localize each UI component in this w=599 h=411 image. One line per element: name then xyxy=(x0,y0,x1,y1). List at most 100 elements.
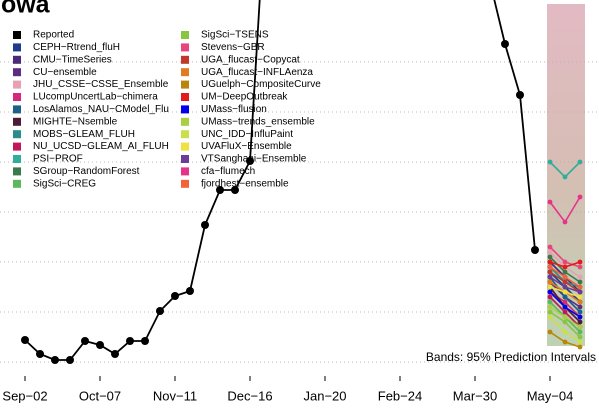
legend-label: fjordhest−ensemble xyxy=(201,178,289,189)
data-point xyxy=(562,269,568,275)
data-point xyxy=(562,339,568,345)
data-point xyxy=(577,309,583,315)
legend-label: UGA_flucast−Copycat xyxy=(201,54,300,65)
legend-label: SGroup−RandomForest xyxy=(33,166,140,177)
data-point xyxy=(577,324,583,330)
data-point xyxy=(562,259,568,265)
legend-swatch xyxy=(181,80,189,89)
legend-swatch xyxy=(13,167,21,176)
legend-swatch xyxy=(13,80,21,89)
data-point xyxy=(51,356,59,364)
x-tick-label: Nov−11 xyxy=(153,388,197,403)
data-point xyxy=(516,91,524,99)
legend-swatch xyxy=(181,117,189,126)
data-point xyxy=(547,269,553,275)
legend-swatch xyxy=(13,117,21,126)
legend-swatch xyxy=(181,55,189,64)
legend-label: SigSci−TSENS xyxy=(201,30,269,41)
legend-swatch xyxy=(181,167,189,176)
data-point xyxy=(547,289,553,295)
data-point xyxy=(156,307,164,315)
data-point xyxy=(562,219,568,225)
data-point xyxy=(501,40,509,48)
legend-label: Reported xyxy=(33,30,74,41)
data-point xyxy=(562,289,568,295)
data-point xyxy=(577,284,583,290)
data-point xyxy=(201,221,209,229)
data-point xyxy=(547,254,553,260)
legend-swatch xyxy=(181,105,189,114)
data-point xyxy=(562,174,568,180)
legend-swatch xyxy=(181,142,189,151)
data-point xyxy=(547,159,553,165)
legend-label: UGA_flucast−INFLAenza xyxy=(201,67,313,78)
data-point xyxy=(577,339,583,345)
x-tick-label: Mar−30 xyxy=(453,388,497,403)
legend-label: CEPH−Rtrend_fluH xyxy=(33,42,120,53)
legend-label: UMass−flusion xyxy=(201,104,267,115)
chart-title: Iowa xyxy=(0,0,51,19)
data-point xyxy=(81,337,89,345)
legend-swatch xyxy=(13,105,21,114)
series-line xyxy=(24,0,536,361)
legend-label: Stevens−GBR xyxy=(201,42,265,53)
legend-swatch xyxy=(181,93,189,101)
data-point xyxy=(547,329,553,335)
data-point xyxy=(577,334,583,340)
plot-area xyxy=(21,0,583,364)
x-tick-label: Sep−02 xyxy=(2,388,47,403)
legend-label: JHU_CSSE−CSSE_Ensemble xyxy=(33,79,169,90)
data-point xyxy=(171,292,179,300)
data-point xyxy=(96,341,104,349)
data-point xyxy=(547,304,553,310)
data-point xyxy=(577,194,583,200)
data-point xyxy=(577,344,583,350)
legend-label: UGuelph−CompositeCurve xyxy=(201,79,321,90)
legend-label: CU−ensemble xyxy=(33,67,97,78)
data-point xyxy=(547,199,553,205)
data-point xyxy=(531,246,539,254)
legend-label: NU_UCSD−GLEAM_AI_FLUH xyxy=(33,141,169,152)
legend-swatch xyxy=(181,68,189,77)
data-point xyxy=(66,356,74,364)
legend-swatch xyxy=(13,142,21,151)
data-point xyxy=(562,264,568,270)
legend-label: MOBS−GLEAM_FLUH xyxy=(33,129,135,140)
data-point xyxy=(547,259,553,265)
legend-swatch xyxy=(13,43,21,52)
data-point xyxy=(577,329,583,335)
legend-label: UMass−trends_ensemble xyxy=(201,116,315,127)
data-point xyxy=(577,259,583,265)
legend-swatch xyxy=(181,31,189,39)
data-point xyxy=(577,319,583,325)
legend-label: LosAlamos_NAU−CModel_Flu xyxy=(33,104,169,115)
data-point xyxy=(562,319,568,325)
legend-label: PSI−PROF xyxy=(33,154,83,165)
legend-label: SigSci−CREG xyxy=(33,178,96,189)
data-point xyxy=(562,314,568,320)
data-point xyxy=(126,337,134,345)
data-point xyxy=(21,336,29,344)
data-point xyxy=(577,294,583,300)
data-point xyxy=(577,289,583,295)
data-point xyxy=(111,350,119,358)
x-axis: Sep−02 Oct−07 Nov−11 Dec−16 Jan−20 Feb−24 Mar−… xyxy=(2,376,573,403)
data-point xyxy=(562,279,568,285)
data-point xyxy=(562,274,568,280)
legend-swatch xyxy=(181,43,189,52)
data-point xyxy=(562,309,568,315)
data-point xyxy=(577,279,583,285)
data-point xyxy=(577,299,583,305)
legend-swatch xyxy=(13,130,21,139)
x-tick-label: Feb−24 xyxy=(378,388,422,403)
annotation: Bands: 95% Prediction Intervals xyxy=(426,350,596,364)
data-point xyxy=(577,274,583,280)
legend-swatch xyxy=(13,155,21,163)
data-point xyxy=(231,186,239,194)
data-point xyxy=(246,157,254,165)
data-point xyxy=(547,244,553,250)
data-point xyxy=(577,314,583,320)
legend-swatch xyxy=(181,179,189,188)
legend-swatch xyxy=(181,155,189,163)
